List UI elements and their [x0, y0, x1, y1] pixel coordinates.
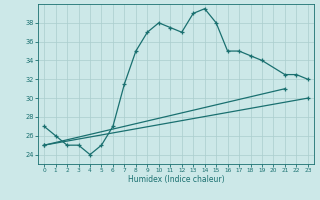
X-axis label: Humidex (Indice chaleur): Humidex (Indice chaleur)	[128, 175, 224, 184]
